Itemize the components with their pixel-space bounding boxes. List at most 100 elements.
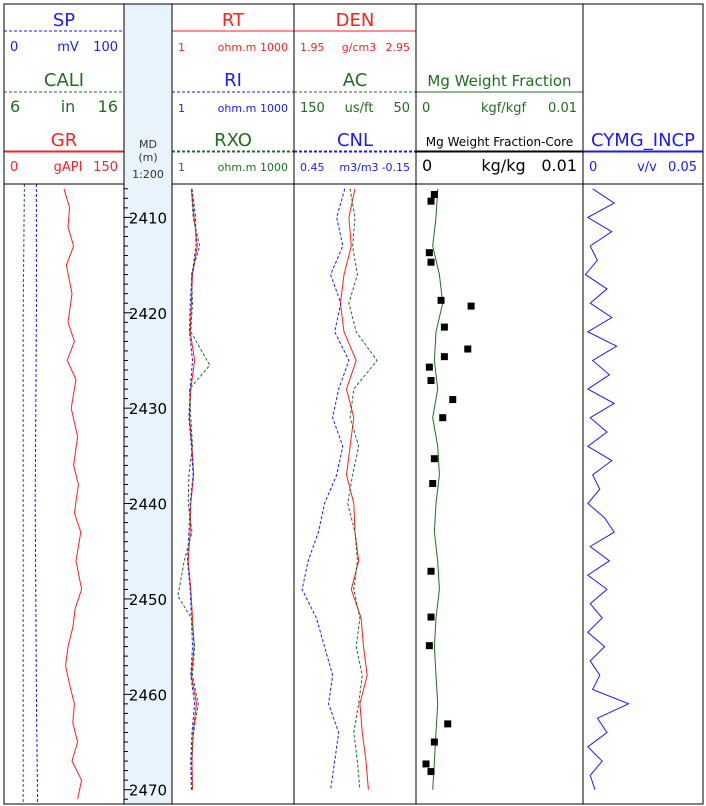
md-tick-label: 2440	[129, 496, 167, 514]
series-gr	[63, 188, 83, 800]
core-point	[430, 190, 438, 198]
md-tick-label: 2410	[129, 209, 167, 227]
core-point	[439, 414, 447, 422]
core-point	[464, 345, 472, 353]
range-min: 1.95	[300, 41, 325, 54]
range-unit: mV	[57, 40, 79, 55]
curve-name-gr: GR	[51, 130, 77, 151]
series-ri	[186, 188, 197, 790]
series-mg-weight-fraction	[432, 188, 444, 790]
md-header: MD (m) 1:200	[132, 138, 164, 181]
md-tick-label: 2450	[129, 591, 167, 609]
md-tick-label: 2420	[129, 305, 167, 323]
range-min: 0	[422, 101, 430, 116]
curve-name-cali: CALI	[44, 70, 84, 91]
core-point	[440, 353, 448, 361]
core-point	[427, 258, 435, 266]
range-max: 16	[98, 97, 118, 116]
series-den	[339, 188, 369, 790]
range-max: 50	[393, 101, 410, 116]
range-max: 100	[93, 40, 118, 55]
range-unit: us/ft	[345, 101, 374, 116]
range-min: 1	[178, 41, 185, 54]
md-depth-ticks: 2410 2420 2430 2440 2450 2460 2470	[124, 188, 167, 800]
core-point	[425, 363, 433, 371]
core-point	[427, 197, 435, 205]
range-max: 0.05	[668, 160, 697, 175]
core-point	[437, 296, 445, 304]
core-point	[440, 323, 448, 331]
series-cali	[22, 183, 25, 804]
curve-name-cymg-incp: CYMG_INCP	[591, 130, 695, 151]
curve-name-cnl: CNL	[337, 130, 373, 151]
md-tick-label: 2470	[129, 782, 167, 800]
range-max: 1000	[260, 102, 288, 115]
core-point	[425, 249, 433, 257]
range-min: 0	[10, 160, 18, 175]
curve-name-den: DEN	[336, 10, 375, 31]
range-max: 0.01	[541, 156, 577, 175]
core-point	[427, 567, 435, 575]
series-sp	[34, 184, 39, 805]
range-unit: ohm.m	[218, 161, 257, 174]
md-tick-label: 2460	[129, 686, 167, 704]
curve-name-mg-weight-fraction-core: Mg Weight Fraction-Core	[426, 135, 573, 149]
range-min: 0.45	[300, 161, 325, 174]
range-max: 0.01	[548, 101, 577, 116]
range-min: 0	[422, 156, 432, 175]
curve-name-ri: RI	[224, 70, 242, 91]
md-tick-label: 2430	[129, 400, 167, 418]
curve-name-rxo: RXO	[214, 130, 252, 151]
range-max: 2.95	[386, 41, 411, 54]
range-unit: in	[61, 97, 76, 116]
series-ac	[347, 188, 378, 790]
core-point	[430, 738, 438, 746]
chart-frame	[3, 3, 704, 805]
core-point	[427, 613, 435, 621]
core-point	[422, 760, 430, 768]
core-point	[444, 720, 452, 728]
core-point	[429, 480, 437, 488]
series-cnl	[301, 188, 350, 790]
range-min: 1	[178, 161, 185, 174]
range-unit: gAPI	[54, 160, 83, 175]
md-depth-band	[124, 4, 172, 804]
range-min: 1	[178, 102, 185, 115]
range-min: 150	[300, 101, 325, 116]
curve-name-ac: AC	[343, 70, 368, 91]
range-max: 1000	[260, 41, 288, 54]
range-unit: v/v	[637, 160, 657, 175]
range-min: 0	[10, 40, 18, 55]
range-min: 6	[10, 97, 20, 116]
md-unit: (m)	[138, 151, 157, 164]
range-max: -0.15	[382, 161, 410, 174]
core-point	[427, 376, 435, 384]
range-unit: g/cm3	[342, 41, 376, 54]
core-point	[425, 642, 433, 650]
series-cymg-incp	[584, 188, 630, 790]
curve-name-sp: SP	[53, 10, 75, 31]
md-band-background	[124, 4, 172, 804]
range-max: 1000	[260, 161, 288, 174]
range-unit: kgf/kgf	[481, 101, 527, 116]
outer-border	[3, 3, 704, 805]
range-unit: m3/m3	[339, 161, 378, 174]
md-scale: 1:200	[132, 168, 164, 181]
log-curves	[22, 183, 630, 805]
core-point	[427, 768, 435, 776]
range-min: 0	[589, 160, 597, 175]
range-unit: ohm.m	[218, 41, 257, 54]
series-rxo	[177, 188, 211, 790]
md-label: MD	[139, 138, 157, 151]
core-point	[467, 302, 475, 310]
curve-name-rt: RT	[222, 10, 245, 31]
core-point	[430, 455, 438, 463]
curve-name-mg-weight-fraction: Mg Weight Fraction	[427, 72, 571, 90]
range-max: 150	[93, 160, 118, 175]
range-unit: ohm.m	[218, 102, 257, 115]
series-rt	[187, 188, 198, 790]
range-unit: kg/kg	[481, 156, 525, 175]
core-point	[449, 396, 457, 404]
